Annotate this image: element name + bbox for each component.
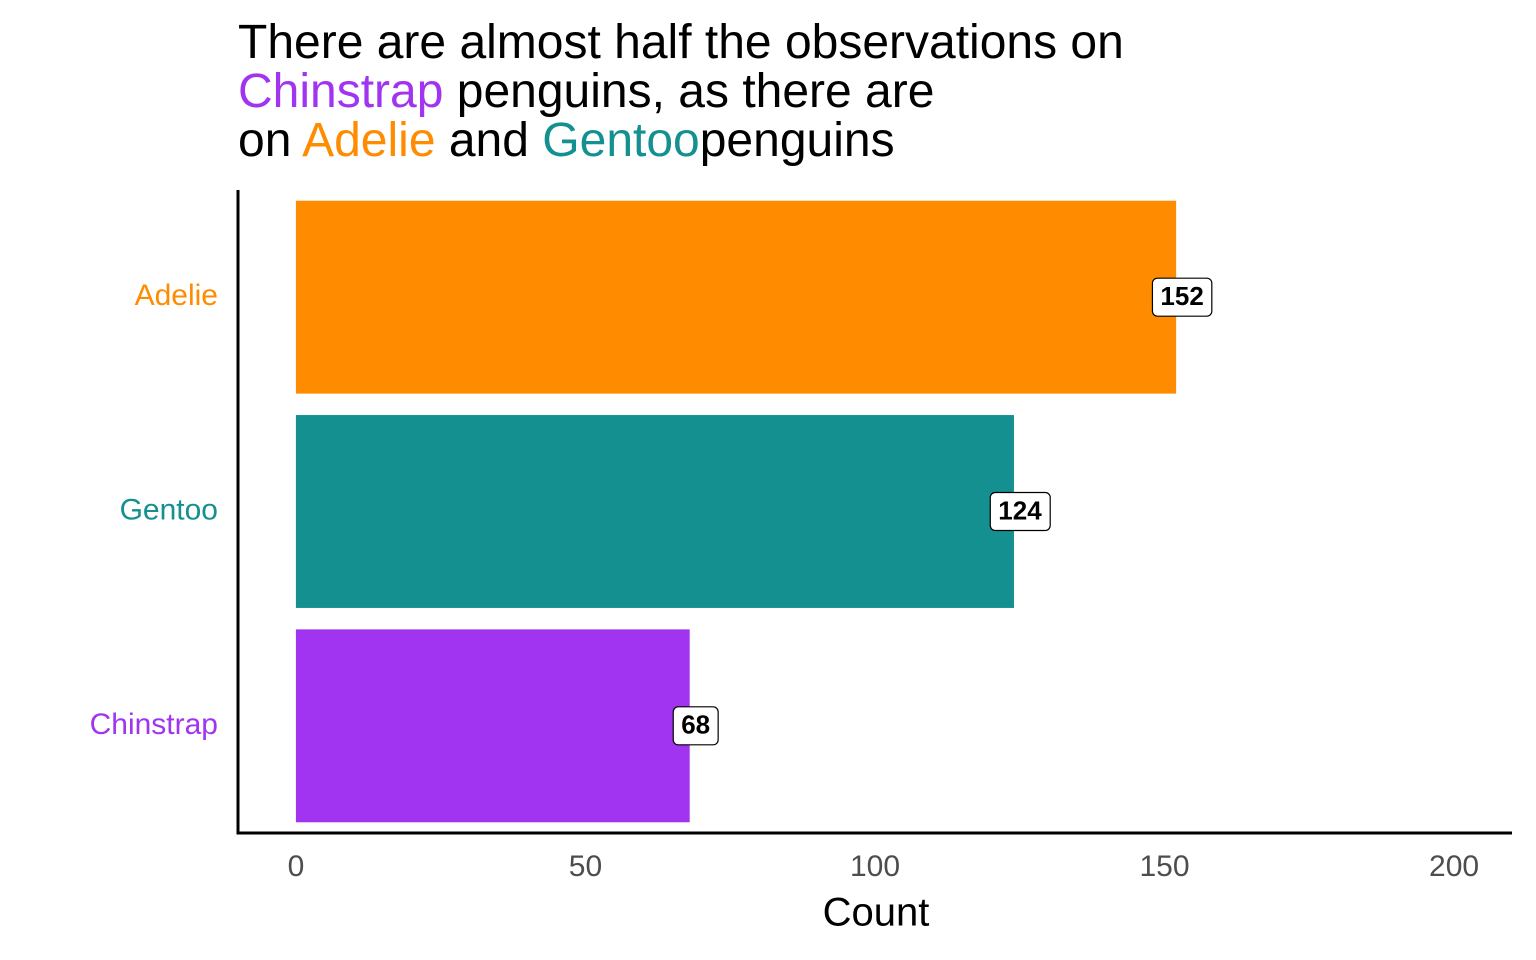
data-label: 68 <box>681 710 710 740</box>
y-tick-label: Chinstrap <box>90 708 218 741</box>
x-tick-label: 50 <box>569 850 602 883</box>
title-part: penguins, as there are <box>443 65 934 118</box>
title-part: Adelie <box>302 114 435 167</box>
label-background <box>672 706 719 746</box>
title-part: on <box>238 114 302 167</box>
x-tick-label: 100 <box>850 850 900 883</box>
title-part: and <box>436 114 543 167</box>
bar <box>295 200 1177 394</box>
x-axis-label: Count <box>823 891 930 935</box>
data-label: 152 <box>1160 281 1203 311</box>
data-label-box: 152 <box>1151 277 1213 317</box>
chart-title: There are almost half the observations o… <box>238 16 1124 167</box>
title-part: There are almost half the observations o… <box>238 16 1124 69</box>
bar <box>295 415 1014 608</box>
y-tick-label: Gentoo <box>120 493 218 526</box>
label-background <box>1151 277 1213 317</box>
data-label: 124 <box>998 495 1042 525</box>
data-label-box: 124 <box>989 491 1051 532</box>
y-tick-label: Adelie <box>135 279 218 312</box>
x-tick-label: 200 <box>1429 850 1479 883</box>
title-part: penguins <box>700 114 895 167</box>
data-label-box: 68 <box>672 706 719 746</box>
title-part: Chinstrap <box>238 65 443 118</box>
label-background <box>989 491 1051 532</box>
x-tick-label: 150 <box>1140 850 1190 883</box>
title-part: Gentoo <box>542 114 699 167</box>
x-tick-label: 0 <box>288 850 305 883</box>
bar <box>295 629 690 823</box>
